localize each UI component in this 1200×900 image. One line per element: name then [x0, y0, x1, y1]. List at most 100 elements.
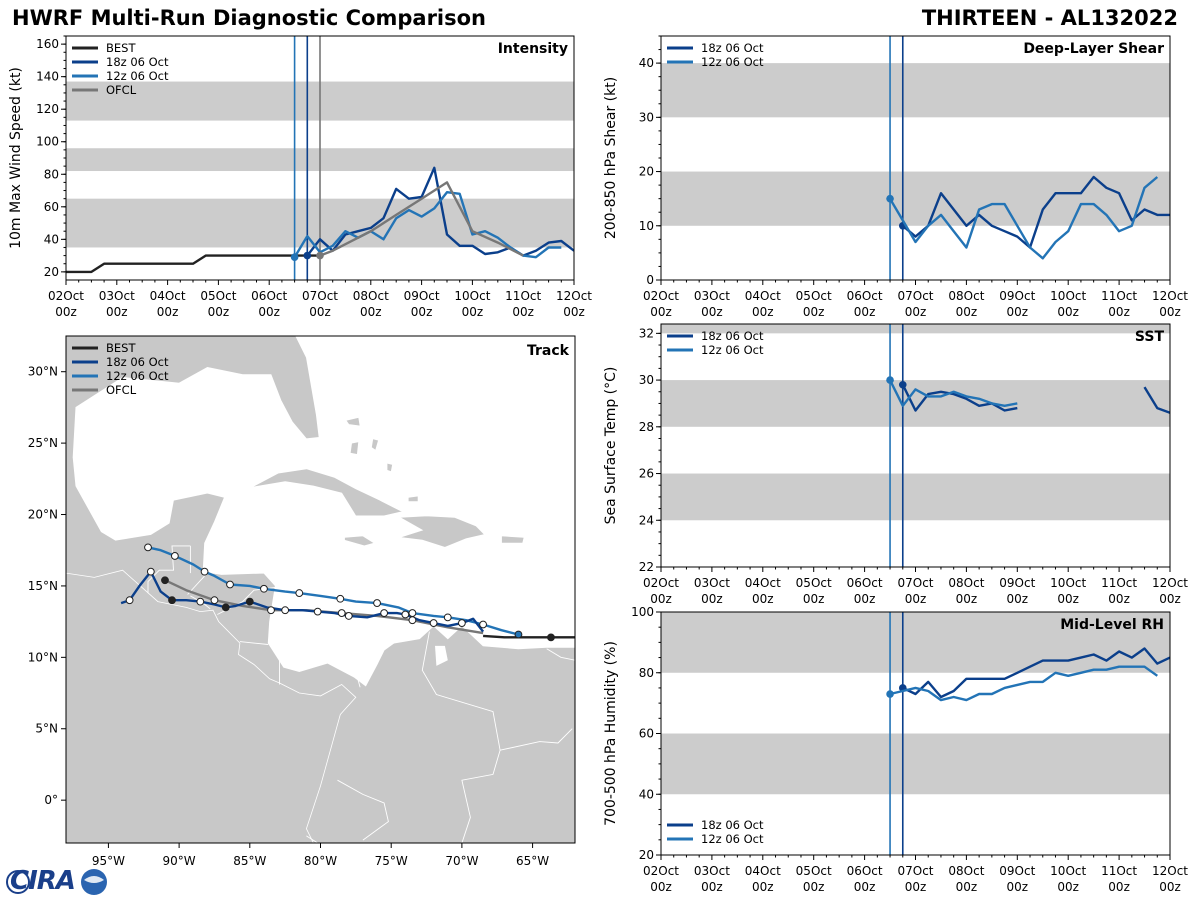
intensity-ytick-label: 100 [36, 135, 59, 149]
land-mass [370, 438, 379, 451]
shear-ytick-label: 40 [639, 56, 654, 70]
sst-frame [660, 323, 1171, 568]
track-legend-label: BEST [106, 341, 136, 355]
rh-init-marker [886, 690, 894, 698]
track-marker [401, 610, 410, 619]
shear-legend-label: 18z 06 Oct [701, 41, 764, 55]
shear-band [661, 63, 1170, 118]
sst-xtick-day: 02Oct [643, 576, 679, 590]
shear-xtick-hour: 00z [956, 305, 978, 319]
sst-xtick-hour: 00z [650, 592, 672, 606]
intensity-ytick-label: 80 [44, 167, 59, 181]
rh-band [661, 733, 1170, 795]
rh-series-line [889, 665, 1158, 702]
country-border [306, 835, 318, 843]
shear-xtick-hour: 00z [650, 305, 672, 319]
sst-xtick-hour: 00z [1007, 592, 1029, 606]
track-marker [337, 609, 346, 617]
shear-plot-area [661, 36, 1170, 280]
track-xtick-label: 80°W [304, 854, 337, 868]
rh-xtick-hour: 00z [956, 880, 978, 894]
intensity-ytick-label: 20 [44, 265, 59, 279]
sst-xtick-hour: 00z [752, 592, 774, 606]
land-mass [386, 462, 394, 473]
rh-xtick-hour: 00z [1108, 880, 1130, 894]
country-border [337, 779, 389, 841]
track-marker [344, 612, 353, 620]
shear-title: Deep-Layer Shear [1023, 41, 1164, 57]
intensity-xtick-day: 07Oct [302, 289, 338, 303]
land-mass [398, 515, 486, 548]
rh-series-line [902, 647, 1170, 699]
intensity-series-line [319, 181, 524, 257]
track-marker [221, 603, 230, 612]
intensity-xtick-day: 04Oct [150, 289, 186, 303]
sst-xtick-day: 10Oct [1050, 576, 1086, 590]
intensity-xtick-hour: 00z [258, 305, 280, 319]
rh-legend-label: 12z 06 Oct [701, 832, 764, 846]
rh-xtick-hour: 00z [803, 880, 825, 894]
rh-xtick-day: 12Oct [1152, 864, 1188, 878]
intensity-xtick-day: 02Oct [48, 289, 84, 303]
track-marker [200, 567, 209, 576]
rh-ylabel: 700-500 hPa Humidity (%) [603, 641, 619, 826]
track-ytick-label: 25°N [28, 436, 58, 450]
page-title: HWRF Multi-Run Diagnostic Comparison [12, 6, 487, 30]
land-mass [407, 495, 419, 503]
rh-xtick-hour: 00z [650, 880, 672, 894]
rh-xtick-day: 08Oct [948, 864, 984, 878]
rh-xtick-day: 09Oct [999, 864, 1035, 878]
track-line [483, 634, 575, 639]
land-mass [345, 416, 361, 427]
intensity-xtick-day: 12Oct [556, 289, 592, 303]
rh-legend-label: 18z 06 Oct [701, 818, 764, 832]
shear-xtick-day: 11Oct [1101, 289, 1137, 303]
track-marker [408, 616, 417, 625]
track-ytick-label: 15°N [28, 579, 58, 593]
intensity-xtick-hour: 00z [512, 305, 534, 319]
intensity-init-marker [316, 251, 324, 260]
shear-xtick-day: 09Oct [999, 289, 1035, 303]
track-legend-label: 12z 06 Oct [106, 369, 169, 383]
sst-ytick-label: 30 [639, 373, 654, 387]
intensity-xtick-hour: 00z [106, 305, 128, 319]
shear-xtick-hour: 00z [803, 305, 825, 319]
rh-xtick-hour: 00z [1159, 880, 1181, 894]
sst-series-line [901, 384, 1170, 414]
rh-ytick-label: 20 [639, 848, 654, 862]
storm-id: THIRTEEN - AL132022 [921, 6, 1178, 30]
sst-xtick-day: 07Oct [897, 576, 933, 590]
track-legend-label: OFCL [106, 383, 137, 397]
shear-xtick-hour: 00z [854, 305, 876, 319]
intensity-xtick-day: 10Oct [454, 289, 490, 303]
track-marker [210, 596, 219, 605]
shear-series-line [888, 176, 1159, 260]
intensity-xtick-day: 06Oct [251, 289, 287, 303]
intensity-init-marker [290, 253, 299, 262]
track-marker [514, 630, 523, 639]
track-marker [267, 606, 275, 615]
track-marker [313, 607, 322, 616]
shear-xtick-hour: 00z [1108, 305, 1130, 319]
country-border [147, 545, 191, 594]
intensity-xtick-hour: 00z [563, 305, 585, 319]
rh-xtick-day: 07Oct [897, 864, 933, 878]
shear-xtick-hour: 00z [1057, 305, 1079, 319]
track-ytick-label: 10°N [28, 650, 58, 664]
rh-xtick-hour: 00z [1007, 880, 1029, 894]
track-marker [144, 543, 152, 552]
sst-xtick-day: 03Oct [694, 576, 730, 590]
shear-init-marker [886, 194, 894, 203]
sst-xtick-hour: 00z [1108, 592, 1130, 606]
intensity-xtick-day: 03Oct [99, 289, 135, 303]
track-marker [380, 609, 389, 617]
rh-xtick-hour: 00z [1057, 880, 1079, 894]
intensity-ylabel: 10m Max Wind Speed (kt) [8, 67, 24, 249]
shear-band [661, 171, 1170, 226]
shear-ylabel: 200-850 hPa Shear (kt) [603, 77, 619, 239]
sst-xtick-day: 04Oct [745, 576, 781, 590]
